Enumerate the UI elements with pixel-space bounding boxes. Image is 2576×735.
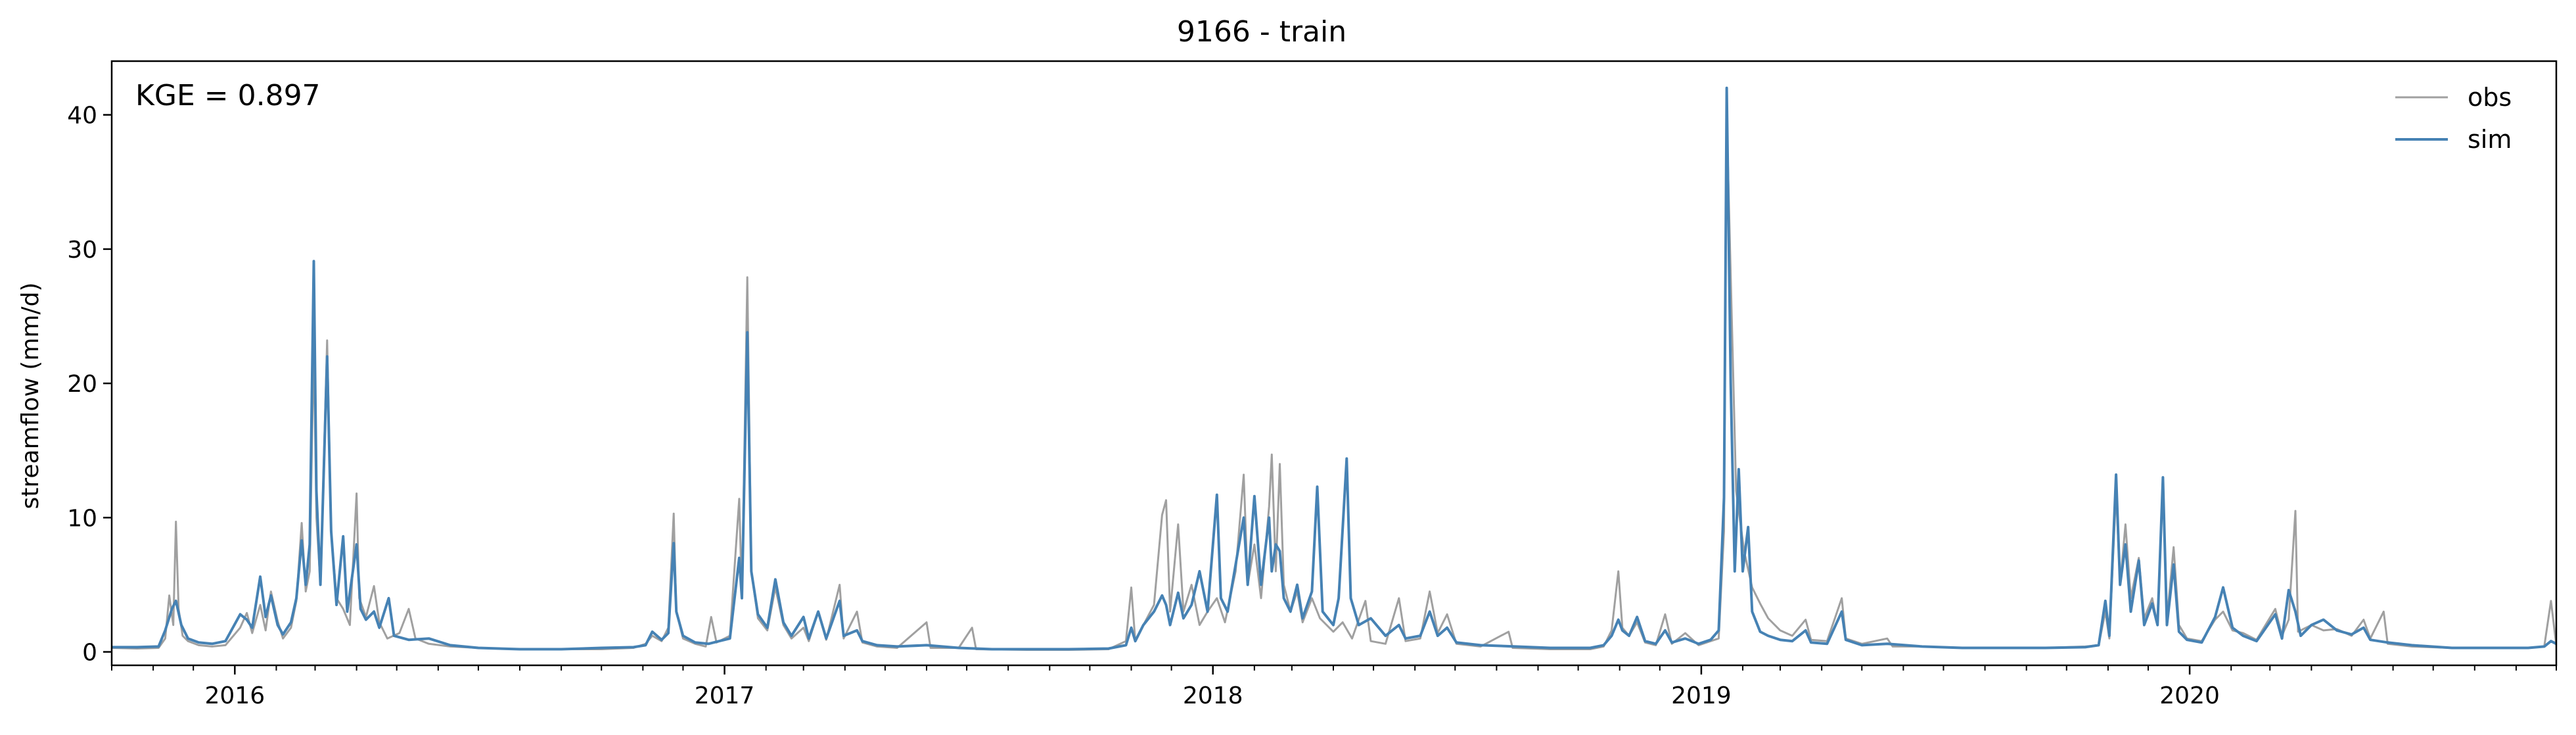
series-line-obs	[112, 114, 2556, 651]
x-tick-label: 2018	[1183, 682, 1243, 709]
x-tick-label: 2017	[695, 682, 755, 709]
legend-label-obs: obs	[2468, 83, 2512, 112]
legend-label-sim: sim	[2468, 125, 2512, 154]
y-tick-label: 20	[67, 371, 97, 398]
plot-frame	[110, 60, 2558, 667]
y-tick-label: 0	[82, 640, 97, 667]
y-axis-label: streamflow (mm/d)	[17, 283, 44, 510]
y-tick-label: 30	[67, 237, 97, 264]
x-tick-label: 2020	[2159, 682, 2220, 709]
x-tick-label: 2016	[205, 682, 265, 709]
kge-annotation: KGE = 0.897	[135, 79, 321, 112]
y-tick-label: 40	[67, 103, 97, 130]
y-tick-label: 10	[67, 505, 97, 532]
series-line-sim	[112, 86, 2556, 651]
plot-area: 0 10 20 30 40 2016 2017 2018 2019 2020 obs sim	[67, 60, 2558, 709]
chart-title: 9166 - train	[1177, 15, 1346, 49]
x-tick-label: 2019	[1671, 682, 1732, 709]
